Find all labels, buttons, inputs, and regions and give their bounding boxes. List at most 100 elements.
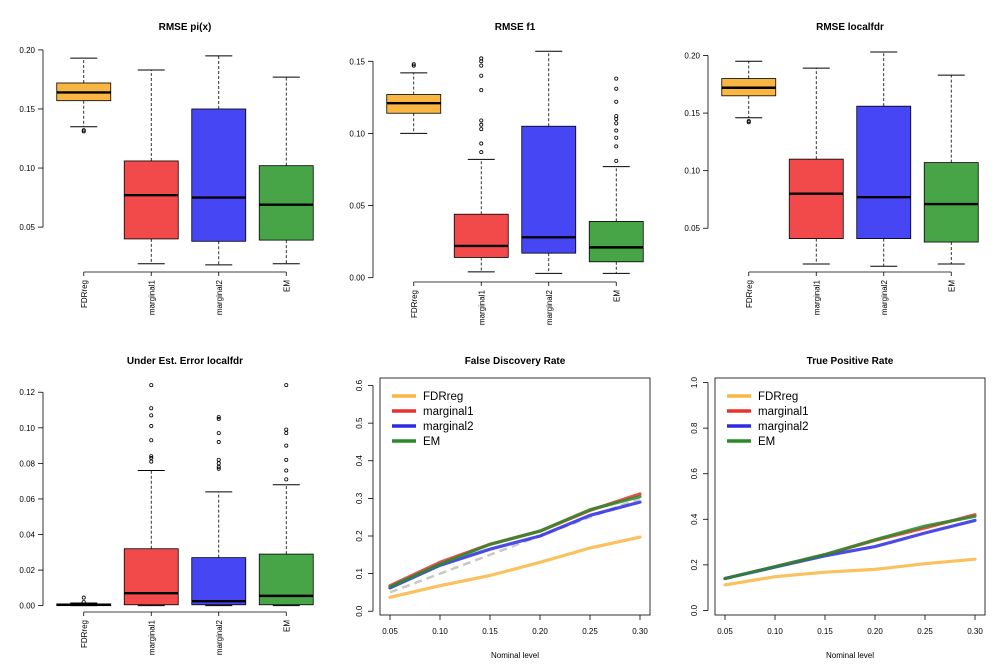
box-FDRreg — [721, 60, 777, 125]
chart-title: RMSE f1 — [495, 22, 536, 33]
outlier-point — [479, 127, 484, 132]
y-tick-label: 0.05 — [349, 202, 365, 211]
y-tick-label: 0.15 — [19, 105, 35, 114]
x-tick-label: 0.05 — [717, 627, 733, 636]
y-tick-label: 0.0 — [355, 605, 364, 617]
box-marginal1 — [788, 67, 844, 265]
outlier-point — [479, 122, 484, 127]
box-EM — [923, 74, 979, 265]
outlier-point — [614, 86, 619, 91]
x-tick-label: 0.30 — [967, 627, 983, 636]
x-category-label: EM — [947, 280, 956, 292]
x-category-label: marginal2 — [215, 619, 224, 655]
x-tick-label: 0.15 — [817, 627, 833, 636]
y-tick-label: 0.05 — [19, 223, 35, 232]
outlier-point — [149, 459, 154, 464]
box-body — [191, 557, 247, 606]
box-marginal2 — [191, 415, 247, 607]
box-body — [191, 108, 247, 242]
outlier-point — [746, 119, 751, 124]
box-body — [588, 221, 644, 263]
box-body — [856, 105, 912, 240]
outlier-point — [149, 424, 154, 429]
box-body — [923, 162, 979, 243]
outlier-point — [284, 431, 289, 436]
y-tick-label: 0.08 — [19, 459, 35, 468]
outlier-point — [479, 73, 484, 78]
series-line-FDRreg — [388, 535, 642, 599]
chart-panel-1: RMSE pi(x) 0.05 0.10 0.15 0.20 FDRreg marginal… — [19, 22, 314, 315]
x-tick-label: 0.30 — [632, 627, 648, 636]
y-tick-label: 0.10 — [349, 129, 365, 138]
outlier-point — [284, 383, 289, 388]
box-body — [453, 213, 509, 258]
x-tick-label: 0.05 — [382, 627, 398, 636]
y-tick-label: 0.00 — [19, 602, 35, 611]
y-tick-label: 0.1 — [355, 568, 364, 580]
outlier-point — [284, 427, 289, 432]
outlier-point — [81, 128, 86, 133]
outlier-point — [614, 135, 619, 140]
chart-panel-4: Under Est. Error localfdr 0.00 0.02 0.04 0.0… — [19, 356, 314, 655]
y-tick-label: 0.06 — [19, 495, 35, 504]
box-body — [258, 165, 314, 241]
x-tick-label: 0.10 — [767, 627, 783, 636]
legend: FDRreg marginal1 marginal2 EM — [727, 391, 809, 448]
x-category-label: EM — [282, 280, 291, 292]
x-category-label: marginal1 — [812, 279, 821, 315]
x-tick-label: 0.10 — [432, 627, 448, 636]
outlier-point — [614, 158, 619, 163]
x-category-label: FDRreg — [410, 290, 419, 318]
box-marginal1 — [123, 383, 179, 607]
box-body — [521, 125, 577, 254]
x-tick-label: 0.15 — [482, 627, 498, 636]
x-tick-label: 0.25 — [582, 627, 598, 636]
outlier-point — [284, 477, 289, 482]
box-EM — [588, 76, 644, 274]
y-tick-label: 0.05 — [684, 224, 700, 233]
y-tick-label: 0.12 — [19, 388, 35, 397]
legend-label: marginal1 — [423, 406, 474, 418]
x-category-label: marginal1 — [147, 619, 156, 655]
x-category-label: FDRreg — [80, 620, 89, 648]
outlier-point — [614, 128, 619, 133]
box-marginal2 — [191, 55, 247, 266]
box-FDRreg — [56, 57, 112, 134]
box-body — [788, 158, 844, 240]
box-marginal2 — [521, 50, 577, 274]
outlier-point — [216, 415, 221, 420]
outlier-point — [216, 457, 221, 462]
x-axis-label: Nominal level — [826, 651, 874, 660]
y-tick-label: 0.02 — [19, 566, 35, 575]
series-line-EM — [388, 494, 642, 589]
outlier-point — [216, 461, 221, 466]
outlier-point — [614, 76, 619, 81]
box-marginal2 — [856, 51, 912, 267]
legend-label: marginal2 — [758, 421, 809, 433]
x-tick-label: 0.20 — [867, 627, 883, 636]
outlier-point — [284, 468, 289, 473]
outlier-point — [216, 431, 221, 436]
outlier-point — [479, 141, 484, 146]
y-tick-label: 0.5 — [355, 417, 364, 429]
legend-label: EM — [423, 436, 440, 448]
legend-label: marginal2 — [423, 421, 474, 433]
outlier-point — [479, 56, 484, 61]
box-FDRreg — [386, 62, 442, 134]
outlier-point — [479, 150, 484, 155]
y-tick-label: 0.10 — [684, 167, 700, 176]
y-tick-label: 0.15 — [684, 109, 700, 118]
chart-title: True Positive Rate — [807, 356, 894, 367]
outlier-point — [614, 144, 619, 149]
y-tick-label: 0.20 — [684, 52, 700, 61]
legend-label: FDRreg — [758, 391, 798, 403]
chart-panel-5: False Discovery Rate 0.0 0.1 0.2 0.3 0.4 0.5 0.… — [355, 356, 651, 660]
x-tick-label: 0.20 — [532, 627, 548, 636]
chart-panel-6: True Positive Rate 0.0 0.2 0.4 0.6 0.8 1.0 0.05… — [690, 356, 986, 660]
outlier-point — [614, 99, 619, 104]
x-category-label: FDRreg — [745, 280, 754, 308]
outlier-point — [81, 595, 86, 600]
outlier-point — [479, 88, 484, 93]
legend-label: marginal1 — [758, 406, 809, 418]
box-body — [123, 160, 179, 240]
